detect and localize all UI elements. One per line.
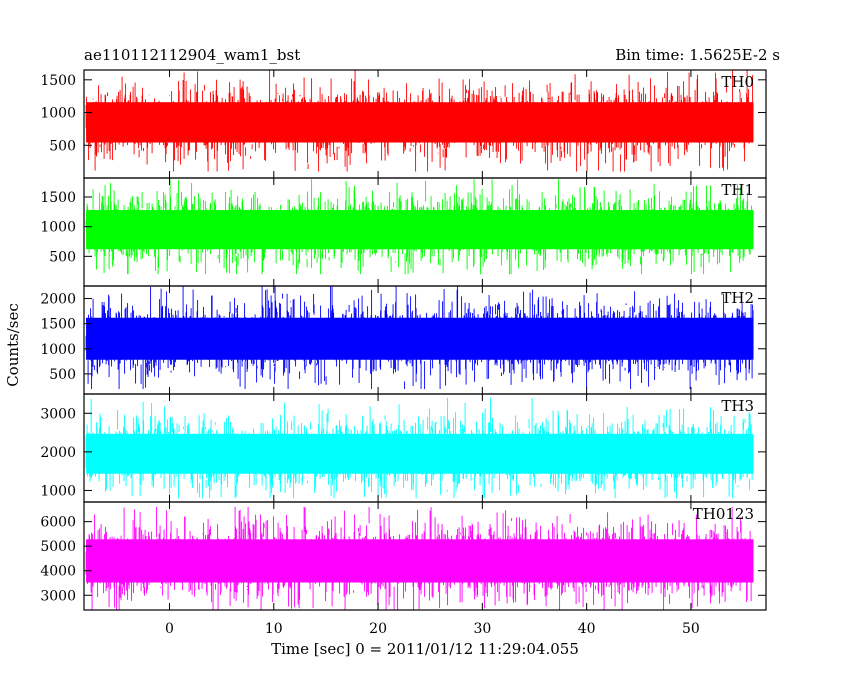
y-tick-label: 3000 [40, 588, 76, 604]
y-tick-label: 2000 [40, 292, 76, 308]
panel-th2: 500 1000 1500 2000 TH2 [40, 285, 767, 395]
panel-th3: 1000 2000 3000 TH3 [40, 393, 767, 503]
chart-title: ae110112112904_wam1_bst [84, 46, 300, 64]
x-tick-label: 20 [369, 621, 387, 637]
panel-label-th0: TH0 [721, 73, 754, 91]
panel-frame [83, 501, 767, 611]
y-tick-label: 1500 [40, 73, 76, 89]
x-tick-label: 30 [473, 621, 491, 637]
y-tick-label: 1000 [40, 483, 76, 499]
panel-label-th1: TH1 [721, 181, 754, 199]
y-tick-label: 2000 [40, 445, 76, 461]
panel-label-th3: TH3 [721, 397, 754, 415]
x-tick-label: 50 [682, 621, 700, 637]
y-tick-label: 1000 [40, 220, 76, 236]
series-line-th0123 [85, 506, 754, 610]
x-tick-label: 10 [265, 621, 283, 637]
y-tick-label: 1500 [40, 190, 76, 206]
series-line-th1 [85, 179, 754, 275]
panel-th1: 500 1000 1500 TH1 [40, 177, 767, 287]
x-axis-label: Time [sec] 0 = 2011/01/12 11:29:04.055 [271, 640, 579, 658]
panel-th0123: 3000 4000 5000 6000 TH0123 [40, 501, 767, 611]
y-tick-label: 500 [49, 249, 76, 265]
y-tick-label: 1500 [40, 317, 76, 333]
y-tick-label: 6000 [40, 515, 76, 531]
panel-label-th0123: TH0123 [693, 505, 754, 523]
y-tick-label: 500 [49, 138, 76, 154]
panel-label-th2: TH2 [721, 289, 754, 307]
panel-th0: 500 1000 1500 TH0 [40, 69, 767, 179]
series-line-th0 [85, 70, 754, 172]
y-tick-label: 1000 [40, 342, 76, 358]
y-tick-label: 4000 [40, 564, 76, 580]
y-axis-label: Counts/sec [4, 303, 22, 387]
x-tick-label: 40 [578, 621, 596, 637]
y-tick-label: 500 [49, 367, 76, 383]
x-tick-label: 0 [165, 621, 174, 637]
y-tick-label: 3000 [40, 406, 76, 422]
y-tick-label: 5000 [40, 539, 76, 555]
chart-subtitle: Bin time: 1.5625E-2 s [615, 46, 780, 64]
series-line-th2 [85, 286, 754, 389]
y-tick-label: 1000 [40, 106, 76, 122]
